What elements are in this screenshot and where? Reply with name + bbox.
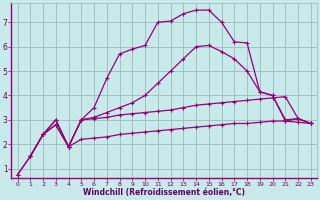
X-axis label: Windchill (Refroidissement éolien,°C): Windchill (Refroidissement éolien,°C) — [83, 188, 245, 197]
